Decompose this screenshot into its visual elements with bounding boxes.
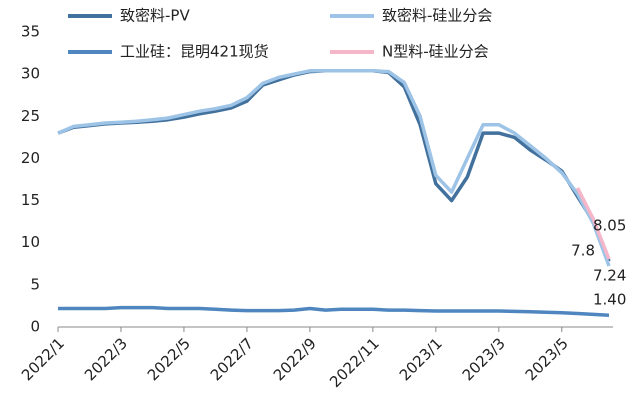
legend-label: 致密料-硅业分会 bbox=[382, 7, 492, 25]
y-tick-label: 5 bbox=[30, 275, 40, 293]
y-tick-label: 25 bbox=[21, 107, 40, 125]
y-tick-label: 15 bbox=[21, 191, 40, 209]
y-tick-label: 20 bbox=[21, 149, 40, 167]
annotation: 8.05 bbox=[593, 217, 626, 235]
x-tick-label: 2023/1 bbox=[396, 334, 446, 384]
x-tick-label: 2022/5 bbox=[144, 334, 194, 384]
annotation: 7.24 bbox=[593, 267, 626, 285]
legend-label: 工业硅：昆明421现货 bbox=[120, 43, 269, 61]
x-tick-label: 2023/3 bbox=[459, 334, 509, 384]
x-tick-label: 2023/5 bbox=[522, 334, 572, 384]
series-line bbox=[57, 69, 611, 262]
series-line bbox=[58, 305, 610, 317]
annotation: 1.40 bbox=[593, 291, 626, 309]
series-line bbox=[57, 69, 611, 267]
x-tick-label: 2022/9 bbox=[270, 334, 320, 384]
series-line bbox=[575, 187, 611, 260]
y-tick-label: 35 bbox=[21, 23, 40, 41]
y-tick-label: 30 bbox=[21, 65, 40, 83]
legend-label: N型料-硅业分会 bbox=[382, 43, 489, 61]
legend-label: 致密料-PV bbox=[120, 7, 190, 25]
x-tick-label: 2022/11 bbox=[326, 334, 383, 391]
y-tick-label: 10 bbox=[21, 233, 40, 251]
x-tick-label: 2022/7 bbox=[207, 334, 257, 384]
annotation: 7.8 bbox=[571, 242, 595, 260]
x-tick-label: 2022/3 bbox=[81, 334, 131, 384]
x-tick-label: 2022/1 bbox=[18, 334, 68, 384]
y-tick-label: 0 bbox=[30, 318, 40, 336]
